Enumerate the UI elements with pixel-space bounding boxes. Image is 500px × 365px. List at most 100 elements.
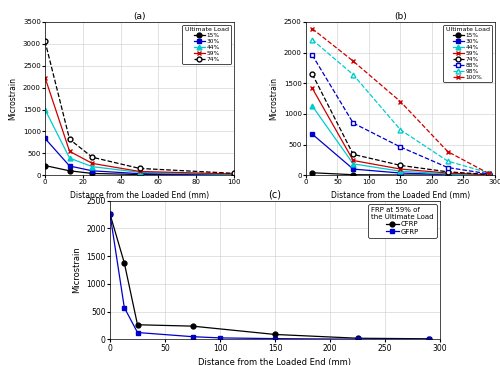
74% (350, 152, 356, 157)
15% (66, 169, 72, 173)
Line: 74%: 74% (310, 72, 491, 177)
100% (444, 149, 450, 154)
Line: 59%: 59% (310, 86, 491, 177)
GFRP (272, 337, 278, 341)
59% (66, 149, 72, 154)
30% (398, 171, 404, 175)
30% (136, 172, 142, 176)
44% (350, 162, 356, 166)
59% (136, 169, 142, 174)
Line: 98%: 98% (310, 37, 491, 175)
15% (350, 173, 356, 177)
Line: 100%: 100% (310, 26, 491, 176)
Line: 74%: 74% (42, 39, 236, 176)
59% (486, 173, 492, 177)
88% (350, 121, 356, 125)
59% (231, 172, 237, 176)
Line: 88%: 88% (310, 53, 491, 176)
98% (444, 159, 450, 163)
74% (444, 170, 450, 174)
Line: 44%: 44% (42, 107, 236, 177)
15% (136, 172, 142, 177)
X-axis label: Distance from the Loaded End (mm): Distance from the Loaded End (mm) (198, 358, 352, 365)
Title: (a): (a) (134, 12, 146, 21)
30% (309, 132, 315, 136)
30% (231, 173, 237, 177)
44% (398, 169, 404, 173)
100% (398, 99, 404, 104)
59% (444, 171, 450, 175)
74% (90, 155, 96, 160)
30% (90, 169, 96, 173)
CFRP (426, 337, 432, 341)
44% (90, 165, 96, 169)
CFRP (107, 212, 113, 216)
Title: (b): (b) (394, 12, 407, 21)
30% (66, 164, 72, 168)
GFRP (190, 334, 196, 339)
15% (398, 173, 404, 177)
98% (486, 171, 492, 175)
GFRP (134, 330, 140, 335)
Legend: 15%, 30%, 44%, 59%, 74%, 88%, 98%, 100%: 15%, 30%, 44%, 59%, 74%, 88%, 98%, 100% (444, 25, 492, 82)
GFRP (107, 212, 113, 216)
74% (486, 172, 492, 177)
88% (486, 172, 492, 176)
74% (136, 166, 142, 170)
CFRP (272, 332, 278, 337)
74% (309, 72, 315, 76)
Line: 44%: 44% (310, 104, 491, 177)
44% (42, 107, 48, 112)
44% (66, 156, 72, 160)
74% (42, 39, 48, 43)
74% (66, 137, 72, 142)
88% (398, 145, 404, 149)
98% (309, 38, 315, 42)
15% (444, 173, 450, 177)
30% (486, 173, 492, 177)
88% (309, 53, 315, 57)
30% (42, 136, 48, 141)
44% (486, 173, 492, 177)
100% (309, 26, 315, 31)
Line: 15%: 15% (310, 170, 491, 178)
98% (398, 128, 404, 132)
100% (350, 59, 356, 64)
59% (309, 86, 315, 90)
CFRP (122, 261, 128, 265)
15% (42, 164, 48, 168)
Y-axis label: Microstrain: Microstrain (269, 77, 278, 120)
30% (350, 167, 356, 171)
59% (90, 161, 96, 166)
15% (486, 173, 492, 177)
15% (231, 173, 237, 177)
Line: 15%: 15% (42, 163, 236, 177)
GFRP (217, 336, 223, 340)
Line: GFRP: GFRP (108, 212, 432, 342)
15% (309, 170, 315, 175)
Line: 30%: 30% (310, 132, 491, 177)
CFRP (354, 336, 360, 341)
Title: (c): (c) (268, 190, 281, 200)
59% (350, 158, 356, 163)
X-axis label: Distance from the Loaded End (mm): Distance from the Loaded End (mm) (70, 191, 209, 200)
59% (42, 75, 48, 80)
X-axis label: Distance from the Loaded End (mm): Distance from the Loaded End (mm) (331, 191, 470, 200)
74% (231, 171, 237, 176)
30% (444, 172, 450, 177)
Y-axis label: Microstrain: Microstrain (72, 247, 81, 293)
Line: 30%: 30% (42, 136, 236, 177)
88% (444, 165, 450, 170)
Legend: 15%, 30%, 44%, 59%, 74%: 15%, 30%, 44%, 59%, 74% (182, 25, 231, 64)
Legend: CFRP, GFRP: CFRP, GFRP (368, 204, 436, 238)
GFRP (354, 337, 360, 341)
59% (398, 167, 404, 171)
44% (136, 170, 142, 174)
GFRP (426, 337, 432, 342)
44% (231, 172, 237, 177)
74% (398, 163, 404, 168)
CFRP (134, 323, 140, 327)
44% (309, 104, 315, 108)
GFRP (122, 306, 128, 310)
Line: CFRP: CFRP (108, 212, 432, 341)
